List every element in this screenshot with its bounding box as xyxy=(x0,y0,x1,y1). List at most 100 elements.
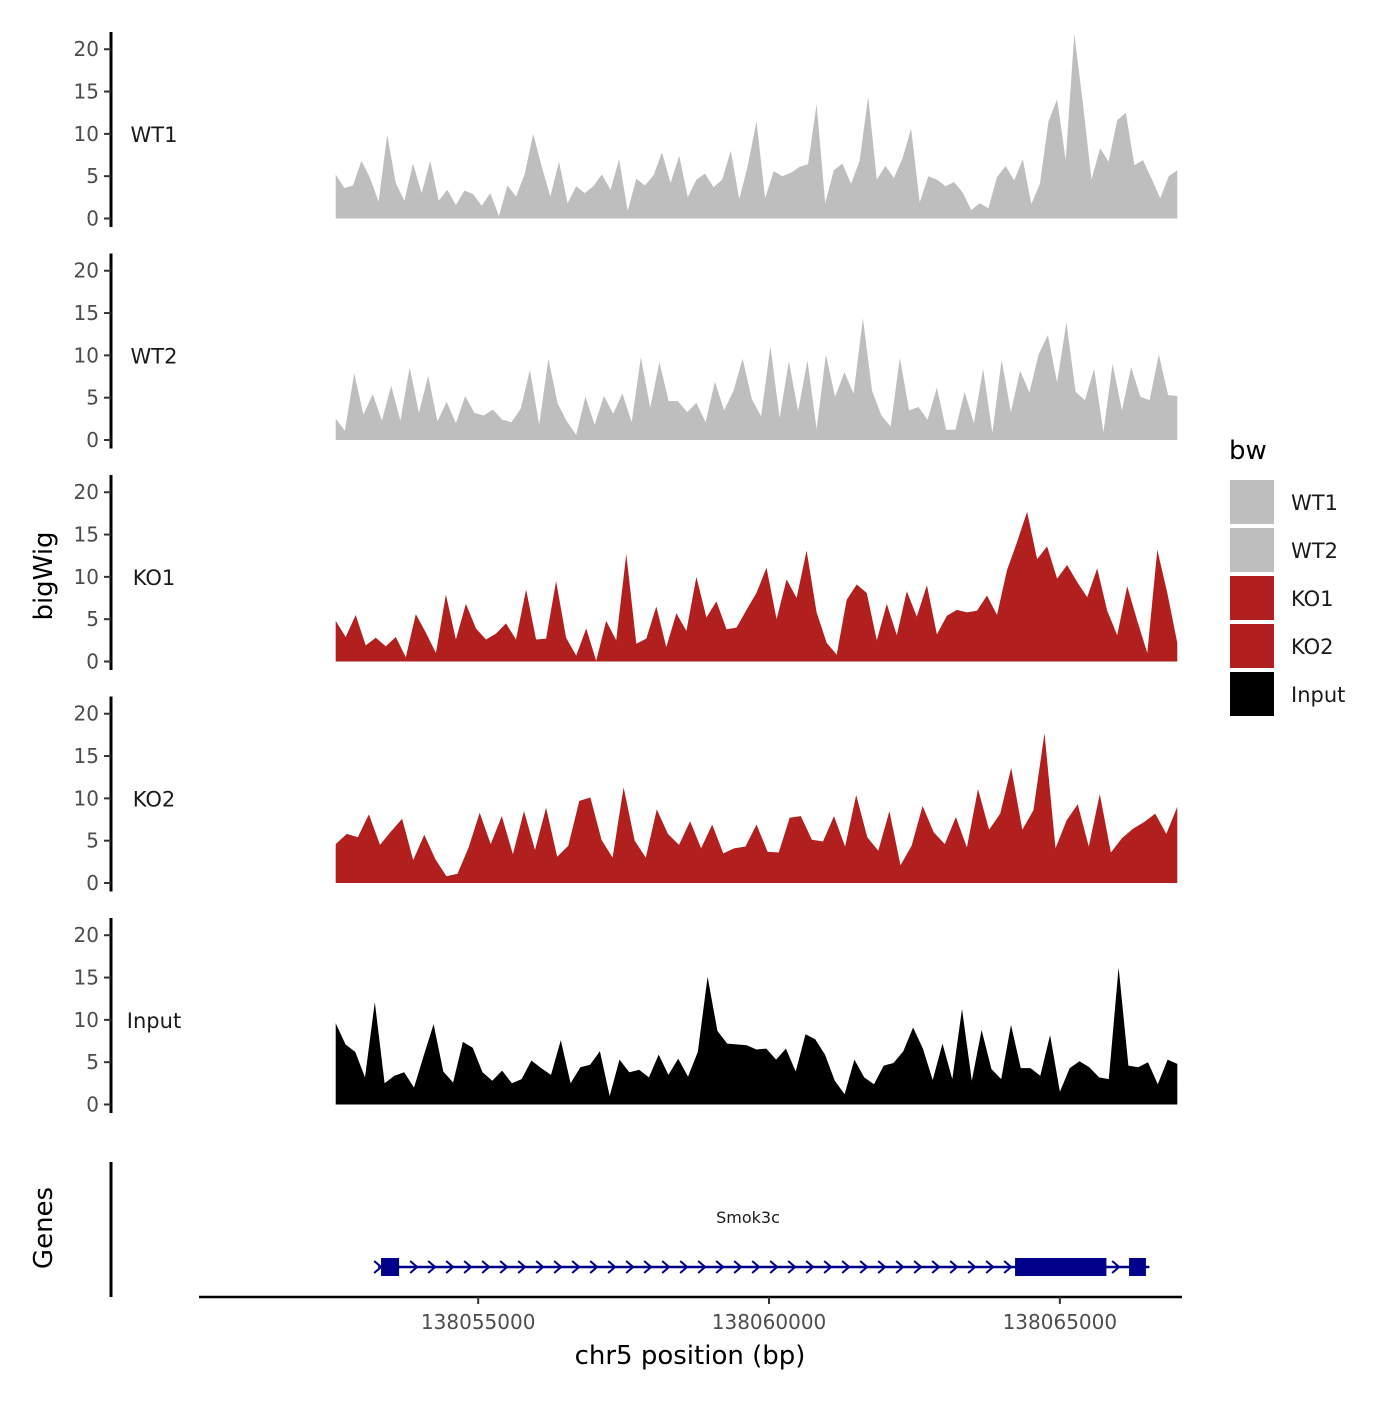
track-wt2-ytick-label-0: 0 xyxy=(86,428,99,452)
strand-arrow xyxy=(841,1260,851,1274)
x-axis: 138055000 138060000 138065000 xyxy=(199,1295,1182,1334)
track-wt1-ytick-label-20: 20 xyxy=(74,37,99,61)
track-ko2: 0 5 10 15 20 KO2 xyxy=(74,696,1178,895)
strand-arrow xyxy=(589,1260,599,1274)
gene-panel: Smok3c xyxy=(109,1162,1150,1297)
legend: bw WT1 WT2 KO1 KO2 Input xyxy=(1229,436,1345,716)
legend-label-wt1: WT1 xyxy=(1291,491,1338,515)
track-wt2: 0 5 10 15 20 WT2 xyxy=(74,253,1178,452)
legend-label-wt2: WT2 xyxy=(1291,539,1338,563)
x-tick-label-138055000: 138055000 xyxy=(421,1310,536,1334)
strand-arrow xyxy=(499,1260,509,1274)
legend-key-wt1 xyxy=(1230,480,1274,524)
track-wt2-ytick-label-5: 5 xyxy=(86,386,99,410)
track-wt1-label: WT1 xyxy=(131,123,178,147)
track-ko2-area xyxy=(335,733,1178,883)
legend-key-wt2 xyxy=(1230,528,1274,572)
strand-arrow xyxy=(553,1260,563,1274)
track-panels: 0 5 10 15 20 WT1 0 5 10 15 20 WT2 0 5 10 15 20 KO1 0 5 10 15 2… xyxy=(74,32,1178,1117)
x-axis-title: chr5 position (bp) xyxy=(575,1341,806,1371)
legend-label-ko1: KO1 xyxy=(1291,587,1334,611)
track-input: 0 5 10 15 20 Input xyxy=(74,918,1178,1117)
strand-arrow xyxy=(769,1260,779,1274)
track-ko2-ytick-label-0: 0 xyxy=(86,871,99,895)
track-input-ytick-label-10: 10 xyxy=(74,1008,99,1032)
legend-label-input: Input xyxy=(1291,683,1345,707)
strand-arrow xyxy=(913,1260,923,1274)
strand-arrow xyxy=(1003,1260,1013,1274)
track-ko2-ytick-label-20: 20 xyxy=(74,702,99,726)
strand-arrow xyxy=(625,1260,635,1274)
strand-arrow xyxy=(967,1260,977,1274)
strand-arrow xyxy=(481,1260,491,1274)
x-tick-label-138060000: 138060000 xyxy=(712,1310,827,1334)
track-ko1-label: KO1 xyxy=(133,566,176,590)
track-input-label: Input xyxy=(127,1009,181,1033)
strand-arrow xyxy=(895,1260,905,1274)
track-wt1: 0 5 10 15 20 WT1 xyxy=(74,32,1178,231)
gene-exon-2 xyxy=(1015,1258,1107,1276)
strand-arrow xyxy=(877,1260,887,1274)
track-input-ytick-label-5: 5 xyxy=(86,1050,99,1074)
strand-arrow xyxy=(643,1260,653,1274)
track-wt1-ytick-label-0: 0 xyxy=(86,207,99,231)
strand-arrow xyxy=(373,1260,383,1274)
gene-name-label: Smok3c xyxy=(716,1208,780,1227)
legend-title: bw xyxy=(1229,436,1267,466)
legend-key-ko1 xyxy=(1230,576,1274,620)
track-wt2-area xyxy=(335,318,1178,440)
legend-key-input xyxy=(1230,672,1274,716)
strand-arrow xyxy=(859,1260,869,1274)
track-ko2-ytick-label-5: 5 xyxy=(86,829,99,853)
strand-arrow xyxy=(733,1260,743,1274)
track-ko1-ytick-label-20: 20 xyxy=(74,480,99,504)
strand-arrow xyxy=(571,1260,581,1274)
gene-model xyxy=(373,1258,1150,1276)
strand-arrow xyxy=(931,1260,941,1274)
gene-exon-1 xyxy=(381,1258,400,1276)
strand-arrow xyxy=(535,1260,545,1274)
strand-arrow xyxy=(715,1260,725,1274)
track-wt2-label: WT2 xyxy=(131,345,178,369)
strand-arrow xyxy=(1111,1260,1121,1274)
track-ko1-ytick-label-5: 5 xyxy=(86,607,99,631)
track-wt1-area xyxy=(335,34,1178,219)
strand-arrow xyxy=(517,1260,527,1274)
track-ko2-label: KO2 xyxy=(133,788,176,812)
track-wt1-ytick-label-5: 5 xyxy=(86,164,99,188)
track-ko1-ytick-label-0: 0 xyxy=(86,650,99,674)
gene-exon-3 xyxy=(1129,1258,1146,1276)
track-ko2-ytick-label-15: 15 xyxy=(74,744,99,768)
track-input-ytick-label-15: 15 xyxy=(74,966,99,990)
strand-arrow xyxy=(445,1260,455,1274)
strand-arrow xyxy=(823,1260,833,1274)
strand-arrow xyxy=(679,1260,689,1274)
track-wt2-ytick-label-10: 10 xyxy=(74,343,99,367)
strand-arrow xyxy=(985,1260,995,1274)
track-ko1-ytick-label-15: 15 xyxy=(74,523,99,547)
strand-arrow xyxy=(787,1260,797,1274)
track-ko1-area xyxy=(335,511,1178,662)
legend-key-ko2 xyxy=(1230,624,1274,668)
track-wt2-ytick-label-15: 15 xyxy=(74,301,99,325)
track-wt1-ytick-label-15: 15 xyxy=(74,80,99,104)
track-wt2-ytick-label-20: 20 xyxy=(74,259,99,283)
y-axis-title: bigWig xyxy=(29,531,59,620)
strand-arrow xyxy=(949,1260,959,1274)
strand-arrow xyxy=(607,1260,617,1274)
x-tick-label-138065000: 138065000 xyxy=(1003,1310,1118,1334)
track-ko1-ytick-label-10: 10 xyxy=(74,565,99,589)
strand-arrow xyxy=(409,1260,419,1274)
track-ko1: 0 5 10 15 20 KO1 xyxy=(74,475,1178,674)
track-input-ytick-label-20: 20 xyxy=(74,923,99,947)
legend-label-ko2: KO2 xyxy=(1291,635,1334,659)
track-input-area xyxy=(335,967,1178,1105)
strand-arrow xyxy=(427,1260,437,1274)
track-ko2-ytick-label-10: 10 xyxy=(74,786,99,810)
strand-arrow xyxy=(661,1260,671,1274)
track-wt1-ytick-label-10: 10 xyxy=(74,122,99,146)
strand-arrow xyxy=(697,1260,707,1274)
strand-arrow xyxy=(463,1260,473,1274)
